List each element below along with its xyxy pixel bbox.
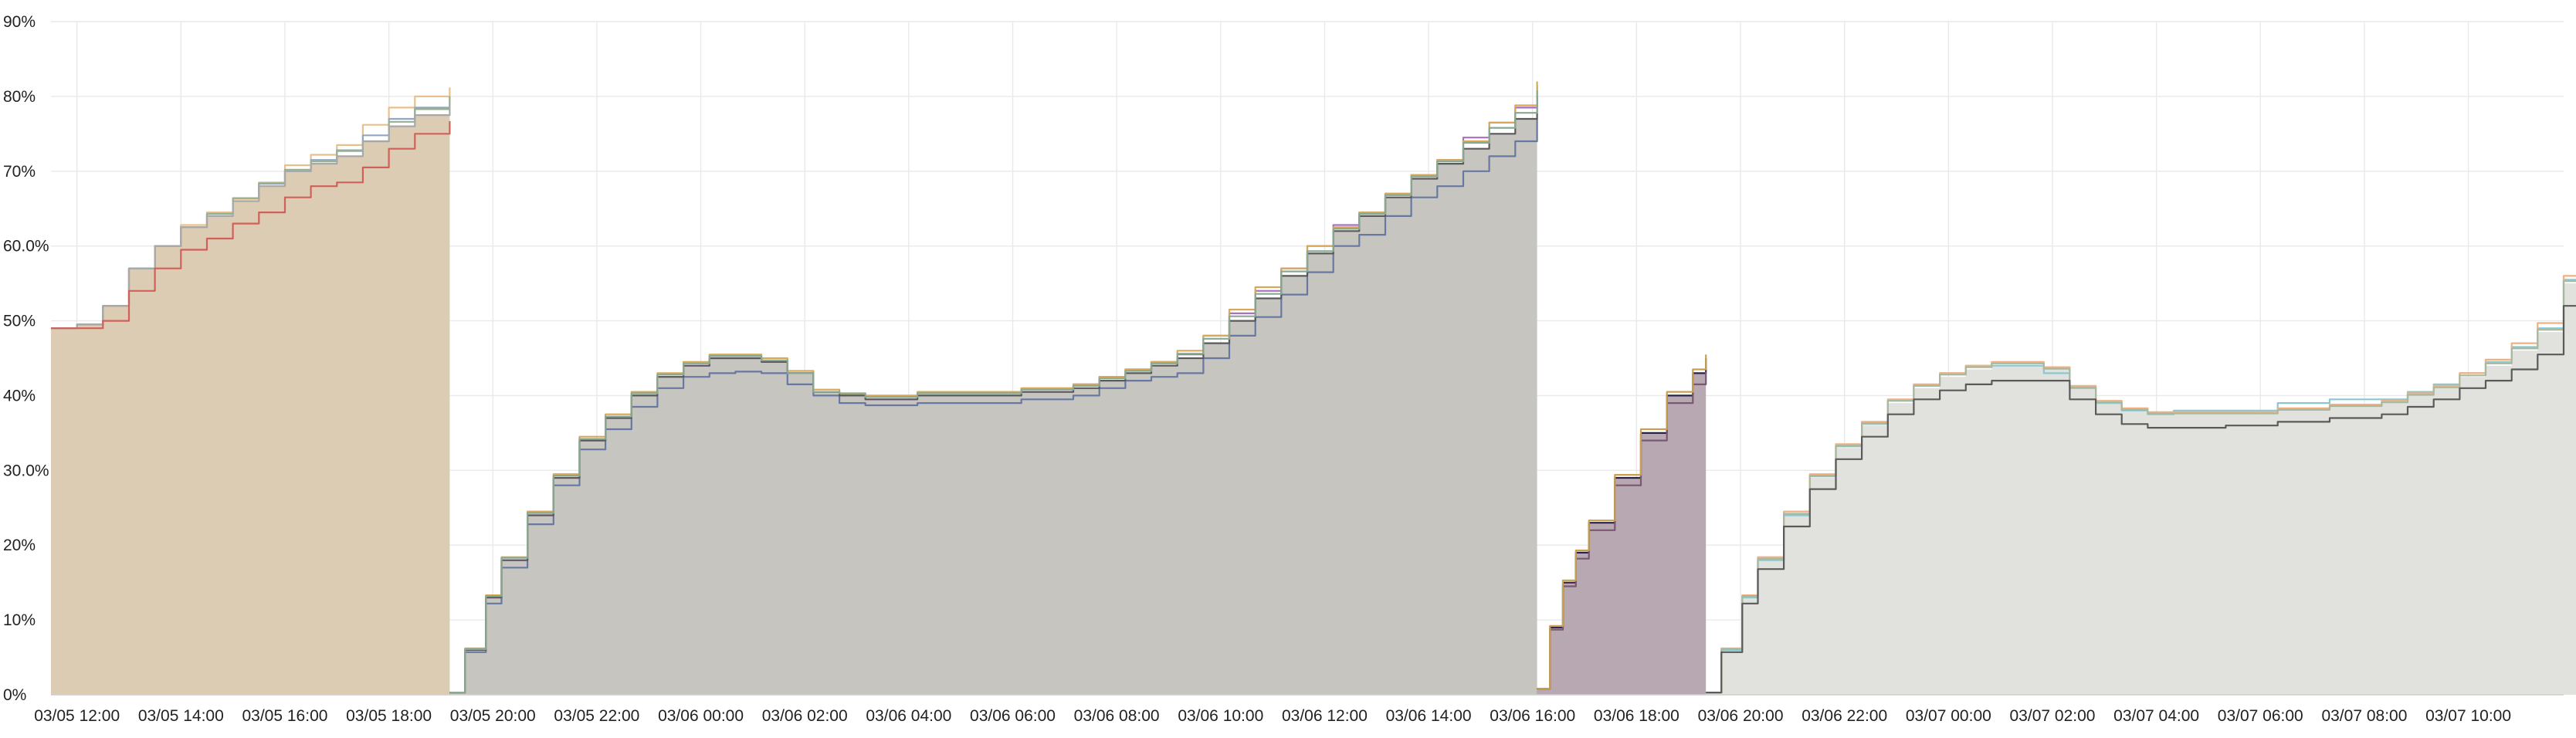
x-tick-label: 03/06 22:00 [1802,707,1887,725]
series-line [449,119,1538,694]
x-tick-label: 03/06 12:00 [1282,707,1368,725]
x-tick-label: 03/06 00:00 [658,707,744,725]
x-tick-label: 03/06 16:00 [1490,707,1575,725]
y-tick-label: 70% [3,163,36,181]
x-tick-label: 03/05 12:00 [34,707,120,725]
y-tick-label: 0% [3,686,26,704]
y-tick-label: 30.0% [3,462,49,479]
series-line [1706,280,2576,694]
series-line [449,90,1538,694]
x-tick-label: 03/07 06:00 [2218,707,2303,725]
y-tick-label: 40% [3,387,36,405]
x-tick-label: 03/06 02:00 [762,707,848,725]
x-tick-label: 03/07 04:00 [2113,707,2199,725]
x-tick-label: 03/06 04:00 [866,707,951,725]
series-line-layer [51,81,2576,694]
series-line [51,120,451,330]
area-fill-segment-3 [1537,358,1707,695]
x-tick-label: 03/07 10:00 [2425,707,2511,725]
y-tick-label: 20% [3,537,36,554]
y-tick-label: 50% [3,313,36,330]
x-tick-label: 03/05 20:00 [450,707,536,725]
x-tick-label: 03/05 18:00 [346,707,432,725]
x-tick-label: 03/05 22:00 [554,707,639,725]
y-tick-label: 10% [3,611,36,629]
x-tick-label: 03/06 14:00 [1386,707,1472,725]
x-tick-label: 03/06 10:00 [1178,707,1263,725]
x-tick-label: 03/07 02:00 [2010,707,2096,725]
series-line [1537,354,1707,690]
x-tick-label: 03/05 14:00 [138,707,224,725]
y-tick-label: 60.0% [3,238,49,256]
x-tick-label: 03/06 20:00 [1698,707,1784,725]
series-line [1706,305,2576,694]
x-tick-label: 03/06 08:00 [1074,707,1160,725]
x-tick-label: 03/07 08:00 [2321,707,2407,725]
area-fill-segment-4 [1706,283,2576,695]
series-line [1537,371,1707,690]
x-tick-label: 03/05 16:00 [242,707,327,725]
y-tick-label: 90% [3,13,36,31]
x-tick-label: 03/07 00:00 [1906,707,1991,725]
axis-layer: 0% 10% 20% 30.0% 40% 50% 60.0% 70% 80% 90% 03/05 1… [3,13,2564,725]
x-tick-label: 03/06 06:00 [970,707,1056,725]
y-tick-label: 80% [3,88,36,106]
area-fill-segment-1 [51,103,450,696]
x-tick-label: 03/06 18:00 [1594,707,1679,725]
